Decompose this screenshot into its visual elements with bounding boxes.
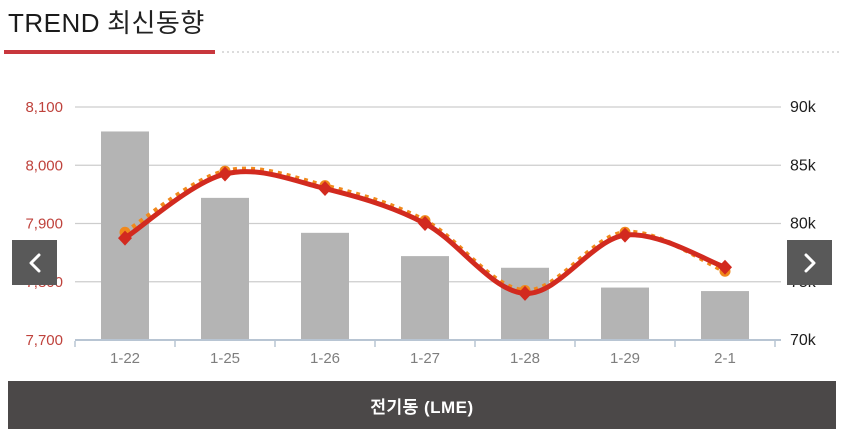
- chevron-right-icon: [804, 253, 815, 272]
- chevron-left-icon: [29, 253, 40, 272]
- diamond-marker: [218, 166, 232, 182]
- x-axis: [74, 339, 781, 347]
- diamond-marker: [118, 230, 132, 246]
- right-axis-label: 90k: [790, 99, 817, 116]
- x-axis-label: 1-28: [510, 350, 540, 367]
- bar: [601, 287, 649, 340]
- x-axis-label: 1-25: [210, 350, 240, 367]
- page-title-ko: 최신동향: [107, 8, 205, 38]
- trend-chart: 8,1008,0007,9007,8007,70090k85k80k75k70k…: [0, 80, 842, 375]
- left-axis-label: 8,000: [25, 157, 63, 174]
- diamond-marker: [618, 227, 632, 243]
- next-chart-button[interactable]: [787, 240, 832, 285]
- right-axis-label: 70k: [790, 332, 817, 349]
- instrument-label-bar: 전기동 (LME): [8, 381, 836, 429]
- prev-chart-button[interactable]: [12, 240, 57, 285]
- left-axis-label: 7,700: [25, 332, 63, 349]
- right-axis-label: 80k: [790, 216, 817, 233]
- x-axis-label: 1-22: [110, 350, 140, 367]
- bar: [301, 232, 349, 340]
- bar: [201, 197, 249, 340]
- x-axis-label: 1-29: [610, 350, 640, 367]
- axis-labels: 8,1008,0007,9007,8007,70090k85k80k75k70k…: [25, 99, 816, 367]
- x-axis-label: 1-26: [310, 350, 340, 367]
- diamond-marker: [518, 285, 532, 301]
- bar: [401, 256, 449, 340]
- price-line-solid: [118, 166, 732, 301]
- combo-chart-canvas: 8,1008,0007,9007,8007,70090k85k80k75k70k…: [25, 99, 816, 367]
- page-title: TREND 최신동향: [8, 6, 205, 40]
- diamond-marker: [418, 216, 432, 231]
- page-title-en: TREND: [8, 8, 101, 38]
- title-underline-accent: [4, 50, 215, 54]
- x-axis-label: 2-1: [714, 350, 736, 367]
- instrument-label: 전기동 (LME): [370, 397, 474, 417]
- title-underline-dotted: [222, 51, 842, 53]
- bar: [501, 267, 549, 340]
- x-axis-label: 1-27: [410, 350, 440, 367]
- diamond-marker: [718, 259, 732, 275]
- diamond-marker: [318, 181, 332, 197]
- bar: [701, 291, 749, 340]
- left-axis-label: 7,900: [25, 216, 63, 233]
- right-axis-label: 85k: [790, 157, 817, 174]
- left-axis-label: 8,100: [25, 99, 63, 116]
